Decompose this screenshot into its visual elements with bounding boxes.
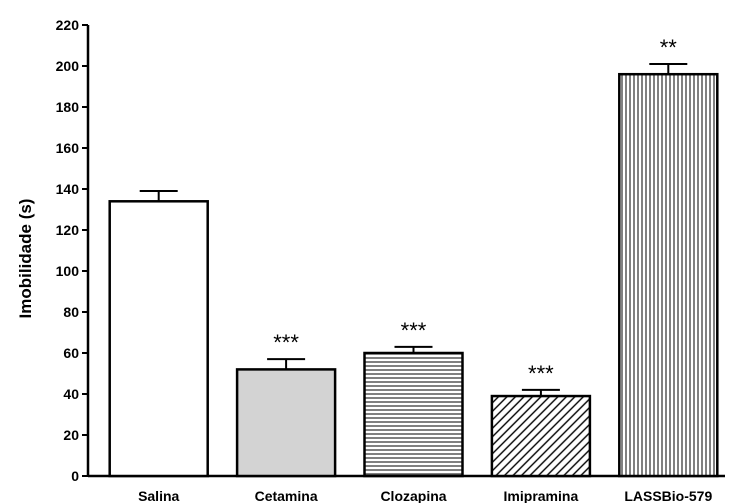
significance-label: *** xyxy=(273,330,299,355)
labels: 0 20 40 60 80 100 120 140 160 180 200 220 Imobilidad… xyxy=(16,17,712,503)
y-tick-label: 160 xyxy=(56,140,80,156)
y-tick-label: 180 xyxy=(56,99,80,115)
category-label: Clozapina xyxy=(380,488,446,503)
bar-cetamina xyxy=(235,368,337,478)
y-tick-label: 120 xyxy=(56,222,80,238)
bar-clozapina xyxy=(363,351,464,478)
significance-label: *** xyxy=(401,318,427,343)
y-tick-label: 20 xyxy=(63,427,79,443)
y-tick-label: 100 xyxy=(56,263,80,279)
significance-label: ** xyxy=(660,35,678,60)
bars xyxy=(108,62,719,478)
bar-lassbio-579 xyxy=(618,72,719,478)
y-tick-label: 200 xyxy=(56,58,80,74)
y-tick-label: 60 xyxy=(63,345,79,361)
category-label: LASSBio-579 xyxy=(624,488,712,503)
y-tick-label: 40 xyxy=(63,386,79,402)
y-tick-label: 140 xyxy=(56,181,80,197)
category-label: Cetamina xyxy=(255,488,318,503)
category-label: Imipramina xyxy=(504,488,579,503)
y-tick-label: 220 xyxy=(56,17,80,33)
y-tick-label: 0 xyxy=(71,468,79,484)
bar-imipramina xyxy=(490,394,592,478)
category-label: Salina xyxy=(138,488,179,503)
significance-label: *** xyxy=(528,361,554,386)
y-tick-label: 80 xyxy=(63,304,79,320)
y-axis-title: Imobilidade (s) xyxy=(16,199,35,319)
bar-salina xyxy=(108,200,209,478)
